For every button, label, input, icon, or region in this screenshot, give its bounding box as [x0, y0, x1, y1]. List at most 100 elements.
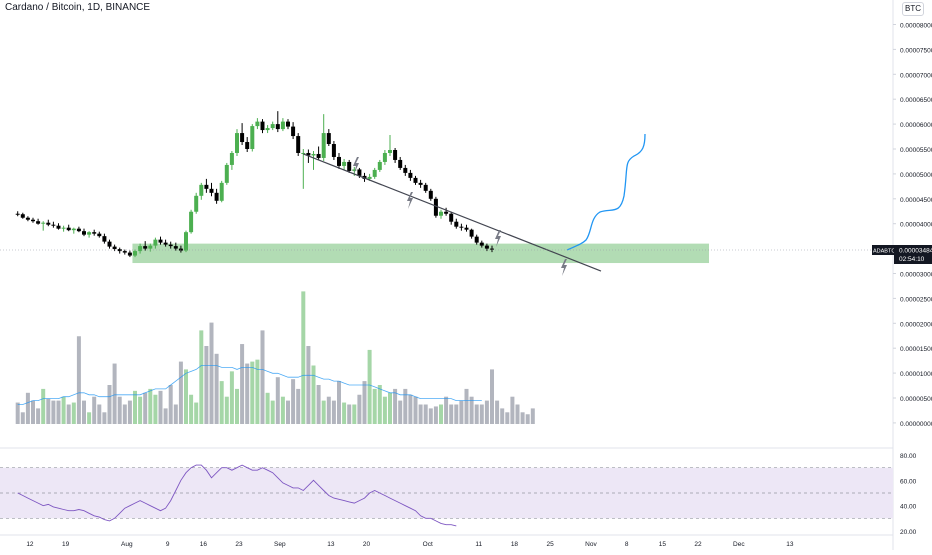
candle-body	[490, 248, 494, 250]
candle-body	[107, 241, 112, 247]
candle-body	[311, 153, 316, 156]
candle-body	[178, 248, 183, 251]
volume-bar	[474, 404, 479, 424]
scale-badge[interactable]: BTC	[902, 2, 924, 16]
candle-body	[357, 169, 362, 176]
candle-body	[326, 133, 331, 145]
candle-body	[117, 249, 122, 252]
volume-bar	[372, 388, 377, 424]
price-tick-label: 0.00002000	[900, 321, 932, 328]
candle-body	[20, 214, 25, 218]
candle-body	[260, 121, 265, 131]
candle-body	[479, 242, 484, 246]
candle-body	[449, 213, 454, 222]
candle-body	[362, 175, 367, 179]
candle-body	[275, 124, 280, 130]
volume-bar	[347, 404, 352, 424]
candle-body	[240, 133, 245, 143]
volume-bar	[76, 336, 81, 424]
candle-body	[301, 152, 306, 154]
volume-bar	[92, 396, 97, 424]
volume-bar	[306, 346, 311, 424]
volume-bar	[286, 400, 290, 424]
candle-body	[51, 224, 56, 226]
volume-bar	[352, 404, 357, 424]
volume-bar	[122, 404, 127, 424]
bolt-marker	[407, 192, 413, 209]
volume-bar	[240, 344, 245, 424]
candles	[15, 111, 494, 258]
candle-body	[122, 251, 127, 253]
volume-bar	[433, 406, 438, 424]
volume-bar	[56, 400, 61, 424]
volume-bar	[138, 396, 143, 424]
volume-bar	[148, 388, 153, 424]
volume-bar	[459, 400, 464, 424]
price-tick-label: 0.00002500	[900, 296, 932, 303]
candle-body	[148, 245, 153, 249]
volume-bar	[505, 412, 510, 424]
volume-bar	[107, 385, 112, 424]
volume-bar	[388, 392, 392, 424]
volume-bar	[41, 388, 46, 424]
candle-body	[199, 184, 204, 196]
time-tick-label: Oct	[423, 541, 433, 548]
time-tick-label: Sep	[274, 541, 286, 548]
volume-bar	[15, 402, 20, 424]
candle-body	[245, 142, 250, 149]
candle-body	[36, 221, 41, 224]
volume-bar	[484, 400, 489, 424]
time-tick-label: Aug	[121, 541, 133, 548]
volume-bar	[393, 388, 398, 424]
volume-bar	[439, 404, 443, 424]
bolt-marker	[561, 259, 567, 276]
candle-body	[316, 153, 321, 158]
support-zone-rect	[132, 243, 709, 264]
candle-body	[321, 133, 326, 158]
volume-bar	[377, 385, 382, 424]
volume-bar	[423, 404, 428, 424]
volume-bar	[36, 408, 41, 424]
volume-bar	[245, 363, 250, 424]
candle-body	[342, 161, 347, 166]
candle-body	[393, 149, 398, 160]
time-tick-label: 22	[694, 541, 702, 548]
candle-body	[469, 229, 474, 237]
volume-bar	[301, 291, 306, 424]
volume-bar	[362, 381, 367, 424]
price-tag-value: 0.00003484	[899, 248, 932, 255]
volume-bar	[163, 408, 168, 424]
rsi-tick-label: 80.00	[900, 453, 917, 460]
candle-body	[306, 152, 311, 156]
volume-bar	[296, 388, 301, 424]
volume-bar	[82, 400, 86, 424]
volume-bar	[224, 396, 229, 424]
candle-body	[454, 221, 459, 227]
candle-body	[464, 227, 469, 230]
candle-body	[408, 172, 413, 178]
candle-body	[377, 161, 382, 170]
candle-body	[255, 121, 260, 127]
volume-bar	[408, 394, 413, 424]
candle-body	[41, 222, 46, 224]
volume-bar	[316, 385, 321, 424]
candle-body	[143, 246, 148, 249]
candle-body	[168, 244, 173, 247]
price-tag-countdown: 02:54:10	[899, 256, 925, 263]
volume-bar	[25, 392, 30, 424]
rsi-axis[interactable]: 80.00 60.00 40.00 20.00	[900, 453, 917, 536]
price-axis[interactable]: 0.00008000 0.00007500 0.00007000 0.00006500…	[893, 23, 932, 428]
drawings	[303, 133, 646, 276]
candle-body	[219, 182, 224, 201]
rsi-tick-label: 40.00	[900, 504, 917, 511]
volume-bar	[275, 377, 280, 424]
candle-body	[184, 232, 188, 251]
candle-body	[331, 144, 336, 157]
volume-bar	[490, 369, 494, 424]
volume-bar	[413, 396, 418, 424]
candle-body	[209, 188, 214, 193]
candle-body	[428, 190, 433, 199]
volume-bar	[428, 408, 433, 424]
time-axis[interactable]: 12 19 Aug 9 16 23 Sep 13 20 Oct 11 18 25 Nov 8 15 22 Dec 1…	[26, 541, 794, 548]
